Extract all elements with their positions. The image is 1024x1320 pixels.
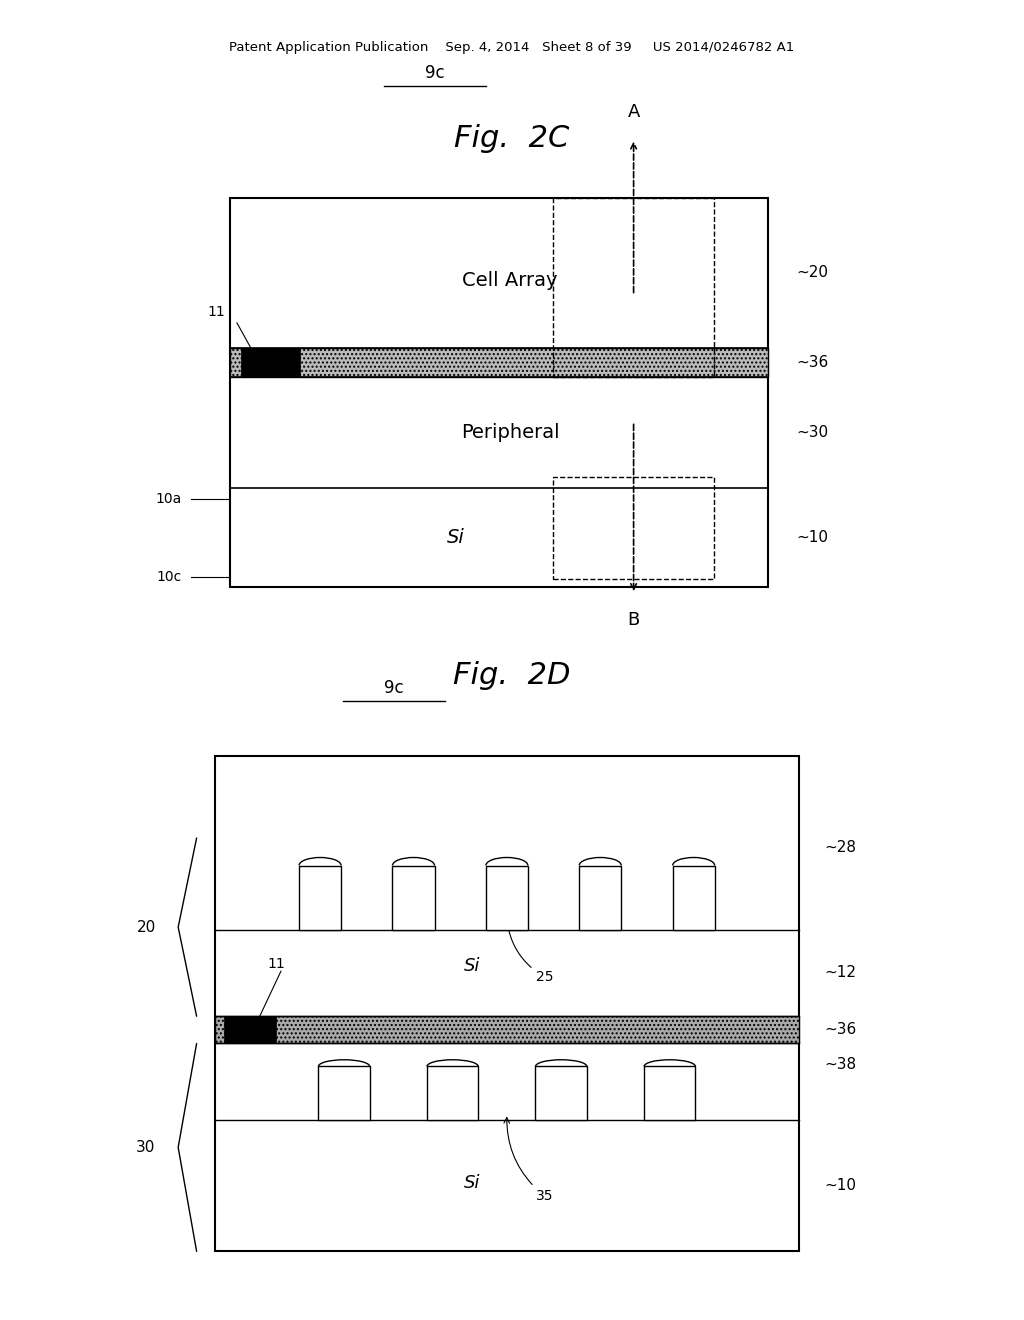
Bar [230, 348, 768, 378]
Text: 10c: 10c [156, 570, 181, 583]
Text: ~36: ~36 [824, 1023, 856, 1038]
Text: 11: 11 [267, 957, 286, 972]
Text: Si: Si [464, 1175, 480, 1192]
Bar [215, 1016, 799, 1043]
Text: ~38: ~38 [824, 1057, 856, 1072]
Bar [673, 866, 715, 929]
Bar [644, 1067, 695, 1121]
Bar [392, 866, 434, 929]
Text: Peripheral: Peripheral [461, 424, 559, 442]
Bar [536, 1067, 587, 1121]
Text: 9c: 9c [384, 678, 404, 697]
Text: ~30: ~30 [797, 425, 828, 440]
Bar [230, 198, 768, 587]
Bar [242, 348, 300, 378]
Text: ~28: ~28 [824, 840, 856, 854]
Bar [318, 1067, 370, 1121]
Bar [224, 1016, 276, 1043]
Text: ~10: ~10 [824, 1179, 856, 1193]
Text: Patent Application Publication    Sep. 4, 2014   Sheet 8 of 39     US 2014/02467: Patent Application Publication Sep. 4, 2… [229, 41, 795, 54]
Bar [485, 866, 528, 929]
Text: A: A [628, 103, 640, 121]
Bar [230, 348, 768, 378]
Bar [427, 1067, 478, 1121]
Text: ~12: ~12 [824, 965, 856, 981]
Text: 11: 11 [208, 305, 225, 319]
Text: 9c: 9c [425, 63, 445, 82]
Text: 20: 20 [136, 920, 156, 935]
Text: ~10: ~10 [797, 531, 828, 545]
Text: 10a: 10a [155, 491, 181, 506]
Bar [553, 198, 715, 378]
Text: Si: Si [464, 957, 480, 975]
Bar [215, 756, 799, 1251]
Bar [553, 478, 715, 579]
Text: ~36: ~36 [797, 355, 828, 370]
Text: 25: 25 [506, 923, 554, 985]
Bar [299, 866, 341, 929]
Text: ~20: ~20 [797, 265, 828, 280]
Text: Fig.  2D: Fig. 2D [454, 661, 570, 690]
Bar [215, 1016, 799, 1043]
Text: Cell Array: Cell Array [462, 271, 558, 290]
Text: Fig.  2C: Fig. 2C [455, 124, 569, 153]
Text: Si: Si [447, 528, 465, 548]
Text: B: B [628, 611, 640, 630]
Text: 30: 30 [136, 1140, 156, 1155]
Bar [580, 866, 622, 929]
Text: 35: 35 [504, 1118, 554, 1204]
